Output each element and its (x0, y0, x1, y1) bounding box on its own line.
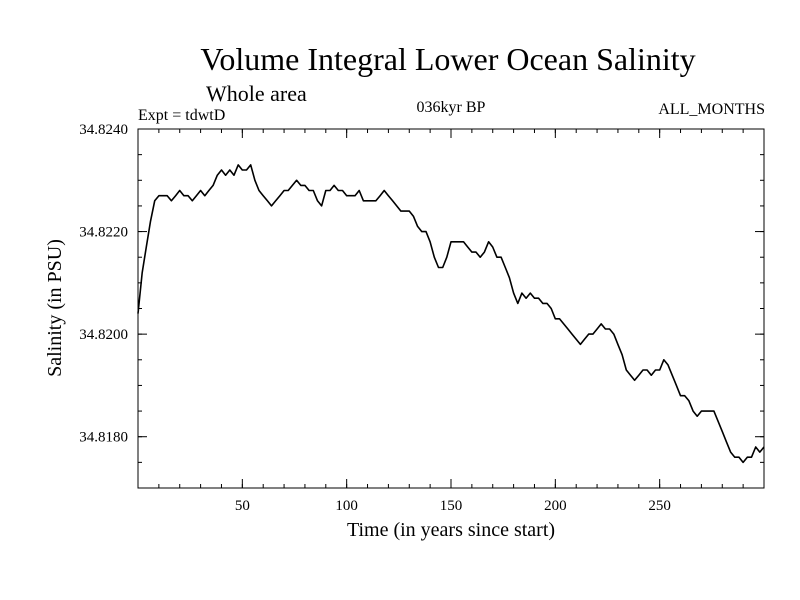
chart-title: Volume Integral Lower Ocean Salinity (200, 41, 695, 77)
x-tick-label: 100 (335, 498, 358, 514)
plot-frame (137, 128, 765, 489)
y-axis-label: Salinity (in PSU) (44, 239, 66, 377)
months-label: ALL_MONTHS (658, 101, 765, 118)
x-tick-label: 50 (235, 498, 250, 514)
chart-subtitle: Whole area (206, 81, 307, 106)
axis-ticks (138, 128, 764, 488)
x-tick-label: 250 (648, 498, 671, 514)
x-tick-label: 200 (544, 498, 567, 514)
y-tick-label: 34.8180 (79, 430, 128, 446)
salinity-series-line (137, 164, 765, 464)
x-tick-label: 150 (440, 498, 463, 514)
y-tick-label: 34.8240 (79, 122, 128, 138)
y-tick-label: 34.8220 (79, 225, 128, 241)
x-axis-label: Time (in years since start) (347, 519, 555, 541)
y-tick-label: 34.8200 (79, 327, 128, 343)
period-label: 036kyr BP (417, 99, 486, 116)
axis-tick-labels: 50 100 150 200 250 34.8180 34.8200 34.8220 34.82… (79, 122, 671, 514)
experiment-label: Expt = tdwtD (138, 107, 225, 124)
